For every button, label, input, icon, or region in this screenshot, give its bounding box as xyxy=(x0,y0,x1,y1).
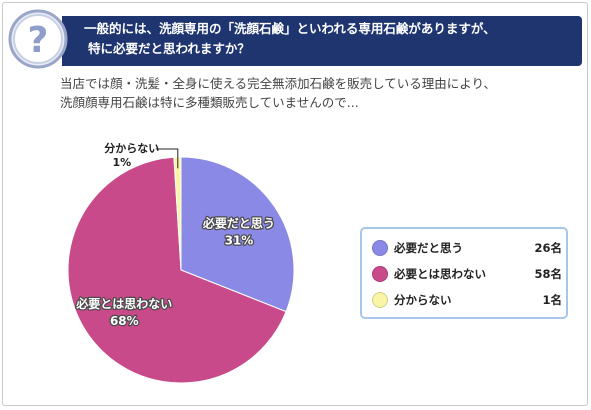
intro-line-2: 洗顔顔専用石鹸は特に多種類販売していませんので... xyxy=(60,95,359,110)
slice-percent-2: 1% xyxy=(112,156,131,169)
legend-item-1: 必要とは思わない 58名 xyxy=(372,265,562,283)
legend-count: 58名 xyxy=(534,267,562,281)
slice-label-2: 分からない xyxy=(104,141,159,155)
pie-slice-1 xyxy=(67,156,287,384)
question-line-2: 特に必要だと思われますか？ xyxy=(88,41,250,56)
slice-label-1: 必要とは思わない xyxy=(75,296,172,311)
legend-count: 26名 xyxy=(534,241,562,255)
question-text: 一般的には、洗顔専用の「洗顔石鹸」といわれる専用石鹸がありますが、 特に必要だと… xyxy=(84,19,579,59)
legend-label: 必要だと思う xyxy=(394,241,463,255)
pie-slice-0 xyxy=(180,156,295,313)
legend-count: 1名 xyxy=(542,293,562,307)
question-banner xyxy=(62,16,582,66)
legend-label: 分からない xyxy=(394,293,452,307)
slice-label-0: 必要だと思う xyxy=(202,216,275,231)
svg-text:?: ? xyxy=(28,20,49,61)
slice-percent-0: 31% xyxy=(225,234,254,248)
intro-text: 当店では顔・洗髪・全身に使える完全無添加石鹸を販売している理由により、 洗顔顔専… xyxy=(60,74,580,112)
chart-legend: 必要だと思う 26名必要とは思わない 58名分からない 1名 xyxy=(360,227,568,319)
question-line-1: 一般的には、洗顔専用の「洗顔石鹸」といわれる専用石鹸がありますが、 xyxy=(84,21,496,36)
legend-item-0: 必要だと思う 26名 xyxy=(372,239,562,257)
slice-percent-1: 68% xyxy=(110,314,139,328)
legend-item-2: 分からない 1名 xyxy=(372,291,562,309)
legend-label: 必要とは思わない xyxy=(394,267,486,281)
legend-swatch xyxy=(372,240,388,256)
callout-line-2 xyxy=(155,148,179,169)
legend-swatch xyxy=(372,266,388,282)
intro-line-1: 当店では顔・洗髪・全身に使える完全無添加石鹸を販売している理由により、 xyxy=(60,76,497,91)
legend-swatch xyxy=(372,292,388,308)
question-mark-icon: ? xyxy=(8,9,68,69)
